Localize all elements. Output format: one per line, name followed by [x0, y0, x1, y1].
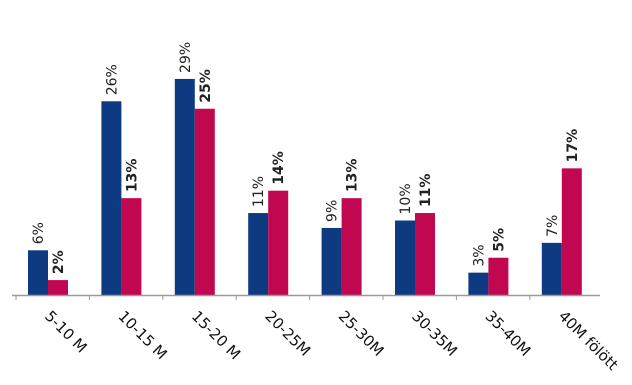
value-label-series-1-5: 9%: [325, 200, 341, 222]
bar-series-1-8: [541, 242, 562, 295]
bar-series-2-3: [194, 108, 215, 295]
value-label-series-1-8: 7%: [545, 215, 561, 237]
value-label-series-1-7: 3%: [471, 244, 487, 266]
category-label-1: 5-10 M: [41, 307, 90, 356]
bar-series-1-5: [321, 227, 342, 295]
bar-series-2-8: [561, 168, 582, 295]
bar-series-2-2: [121, 198, 142, 295]
bar-series-1-7: [468, 272, 489, 295]
category-label-6: 30-35M: [408, 307, 461, 360]
value-label-series-1-1: 6%: [31, 222, 47, 244]
bar-series-2-7: [488, 257, 509, 295]
category-labels-group: 5-10 M 10-15 M 15-20 M 20-25M 25-30M 30-35M 35…: [41, 307, 622, 374]
value-label-series-1-6: 10%: [398, 183, 414, 214]
value-labels-group: 6%2%26%13%29%25%11%14%9%13%10% 11%3%5%7%1…: [31, 42, 581, 274]
value-label-series-2-6: 11%: [418, 174, 434, 208]
bar-series-1-3: [174, 78, 195, 295]
bar-series-2-6: [415, 213, 435, 295]
bars-group: [28, 78, 582, 295]
category-label-4: 20-25M: [261, 307, 314, 360]
value-label-series-2-8: 17%: [565, 129, 581, 163]
bar-series-1-1: [28, 250, 48, 295]
value-label-series-2-7: 5%: [491, 228, 507, 252]
bar-series-2-1: [48, 280, 68, 295]
category-label-3: 15-20 M: [188, 307, 244, 363]
category-label-7: 35-40M: [482, 307, 535, 360]
value-label-series-2-3: 25%: [198, 69, 214, 103]
value-label-series-2-1: 2%: [51, 250, 67, 274]
value-label-series-2-4: 14%: [271, 151, 287, 185]
value-label-series-2-2: 13%: [124, 159, 140, 193]
value-label-series-2-5: 13%: [345, 159, 361, 193]
category-label-8: 40M fölött: [555, 307, 622, 374]
value-label-series-1-3: 29%: [178, 42, 194, 73]
bar-series-2-4: [268, 190, 289, 295]
value-label-series-1-2: 26%: [104, 64, 120, 95]
category-label-2: 10-15 M: [115, 307, 171, 363]
x-axis: [12, 294, 600, 300]
category-label-5: 25-30M: [335, 307, 388, 360]
value-label-series-1-4: 11%: [251, 176, 267, 207]
bar-series-1-6: [395, 220, 415, 295]
bar-series-1-4: [248, 213, 269, 295]
bar-series-1-2: [101, 101, 122, 295]
bar-series-2-5: [341, 198, 362, 295]
